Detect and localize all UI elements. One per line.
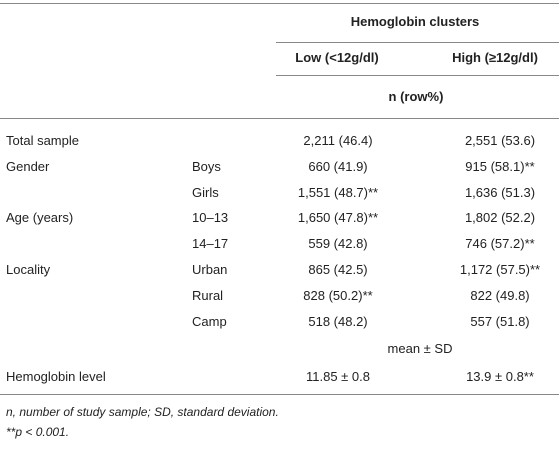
cell: 2,551 (53.6) [464,133,536,148]
cell: 557 (51.8) [470,313,530,329]
row-sublabel: Camp [192,313,227,329]
row-sublabel: Girls [192,184,219,200]
cell: 559 (42.8) [308,236,368,252]
row-sublabel: 10–13 [192,210,229,226]
footnote: n, number of study sample; SD, standard … [6,405,279,419]
row-sublabel: Rural [192,287,224,303]
column-rule [276,75,559,76]
top-rule [0,3,559,4]
header-rule [0,118,559,119]
cell: 13.9 ± 0.8** [466,369,534,384]
row-label: Total sample [6,133,79,148]
footnote: **p < 0.001. [6,425,70,439]
group-rule [276,42,559,43]
cell: 1,172 (57.5)** [459,262,541,277]
cell: 11.85 ± 0.8 [306,369,370,384]
cell: 828 (50.2)** [303,287,373,303]
row-label: Hemoglobin level [6,369,106,384]
cell: 915 (58.1)** [465,158,535,174]
cell: 518 (48.2) [308,313,368,329]
group-header: Hemoglobin clusters [350,14,480,29]
row-sublabel: 14–17 [192,236,229,252]
bottom-rule [0,394,559,395]
row-sublabel: Boys [192,158,221,174]
row-label: Locality [6,262,51,277]
row-label: Age (years) [6,210,74,226]
stat-label: mean ± SD [387,341,453,356]
column-header: Low (<12g/dl) [295,50,379,65]
cell: 865 (42.5) [308,262,368,277]
cell: 1,802 (52.2) [464,210,536,226]
column-header: High (≥12g/dl) [452,50,538,65]
cell: 660 (41.9) [308,158,368,174]
cell: 822 (49.8) [470,287,530,303]
row-label: Gender [6,158,50,174]
cell: 1,650 (47.8)** [297,210,379,226]
cell: 1,636 (51.3) [464,184,536,200]
row-sublabel: Urban [192,262,228,277]
unit-header: n (row%) [388,89,444,104]
cell: 1,551 (48.7)** [297,184,379,200]
cell: 2,211 (46.4) [303,133,373,148]
cell: 746 (57.2)** [465,236,535,252]
